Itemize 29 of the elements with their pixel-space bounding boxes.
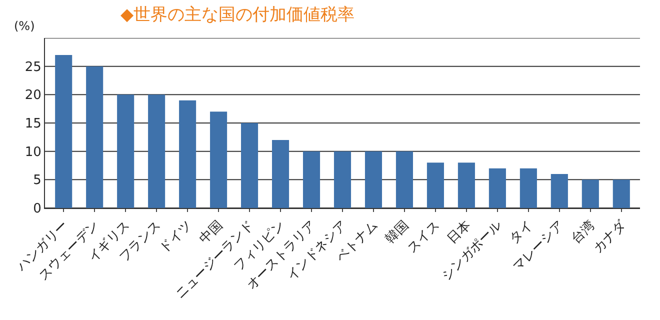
y-tick-label: 25 [24, 60, 42, 75]
bar [241, 123, 258, 208]
bar [612, 180, 630, 208]
bar [210, 112, 228, 208]
y-tick-label: 5 [33, 173, 42, 188]
bar [550, 174, 568, 208]
bar [86, 66, 104, 208]
bar [302, 151, 320, 208]
bar [272, 140, 290, 208]
bar [520, 168, 537, 208]
bar [334, 151, 352, 208]
bar [179, 100, 196, 208]
y-axis-title: (%) [14, 19, 35, 33]
x-tick-label: ドイツ [156, 218, 195, 256]
bar [148, 94, 166, 208]
bar [582, 180, 599, 208]
bar [55, 55, 72, 208]
y-tick-label: 20 [24, 88, 42, 104]
bar [458, 162, 475, 208]
chart-title: ◆世界の主な国の付加価値税率 [120, 4, 355, 25]
x-tick-label: タイ [506, 218, 536, 247]
y-tick-label: 15 [24, 116, 42, 132]
bar [488, 168, 506, 208]
bar [426, 162, 444, 208]
bar [396, 151, 413, 208]
y-tick-label: 0 [33, 202, 42, 217]
y-tick-label: 10 [24, 144, 42, 160]
bar [364, 151, 382, 208]
bar [117, 94, 134, 208]
